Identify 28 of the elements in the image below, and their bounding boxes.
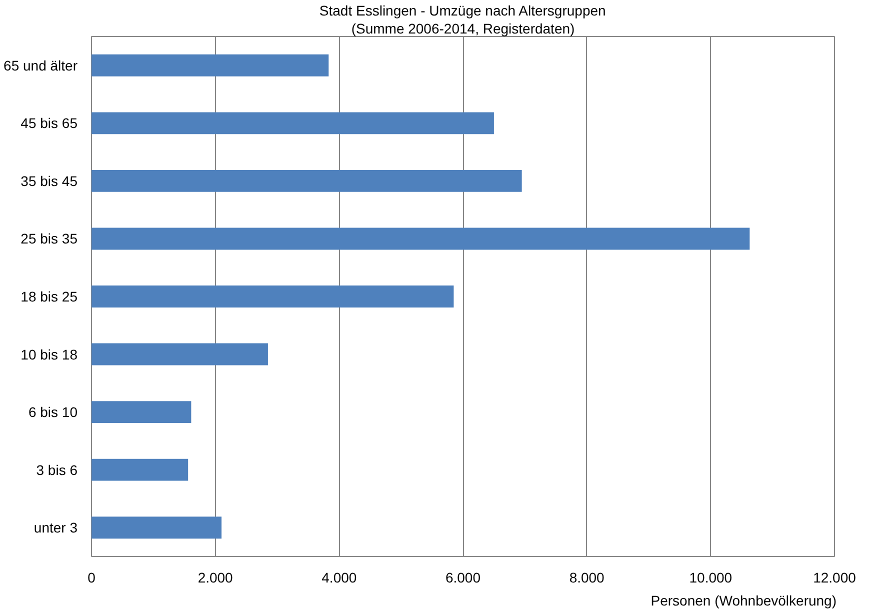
x-axis-title: Personen (Wohnbevölkerung) (650, 592, 837, 608)
y-tick-label: 10 bis 18 (20, 346, 78, 362)
bar (92, 516, 222, 539)
bar (92, 54, 329, 76)
x-tick-label: 6.000 (445, 570, 481, 586)
bar (92, 170, 522, 192)
bar (92, 401, 192, 424)
x-tick-label: 0 (88, 570, 96, 586)
chart-subtitle: (Summe 2006-2014, Registerdaten) (351, 20, 575, 36)
y-tick-label: 35 bis 45 (20, 172, 78, 189)
y-tick-label: 3 bis 6 (36, 462, 78, 478)
y-tick-label: 18 bis 25 (20, 288, 78, 304)
bar (92, 343, 268, 366)
y-tick-label: 45 bis 65 (20, 115, 78, 132)
x-tick-label: 2.000 (198, 570, 234, 586)
bar (92, 112, 494, 134)
bar (92, 458, 188, 481)
x-tick-label: 10.000 (689, 570, 732, 586)
bar (92, 228, 750, 250)
y-tick-label: 25 bis 35 (20, 230, 78, 247)
y-tick-label: unter 3 (34, 520, 78, 536)
bar (92, 286, 454, 308)
y-tick-label: 65 und älter (4, 57, 78, 74)
x-tick-label: 8.000 (569, 570, 605, 586)
x-tick-label: 12.000 (813, 570, 856, 586)
y-tick-label: 6 bis 10 (28, 404, 78, 420)
chart-title: Stadt Esslingen - Umzüge nach Altersgruppen (319, 2, 606, 18)
x-tick-label: 4.000 (322, 570, 357, 586)
